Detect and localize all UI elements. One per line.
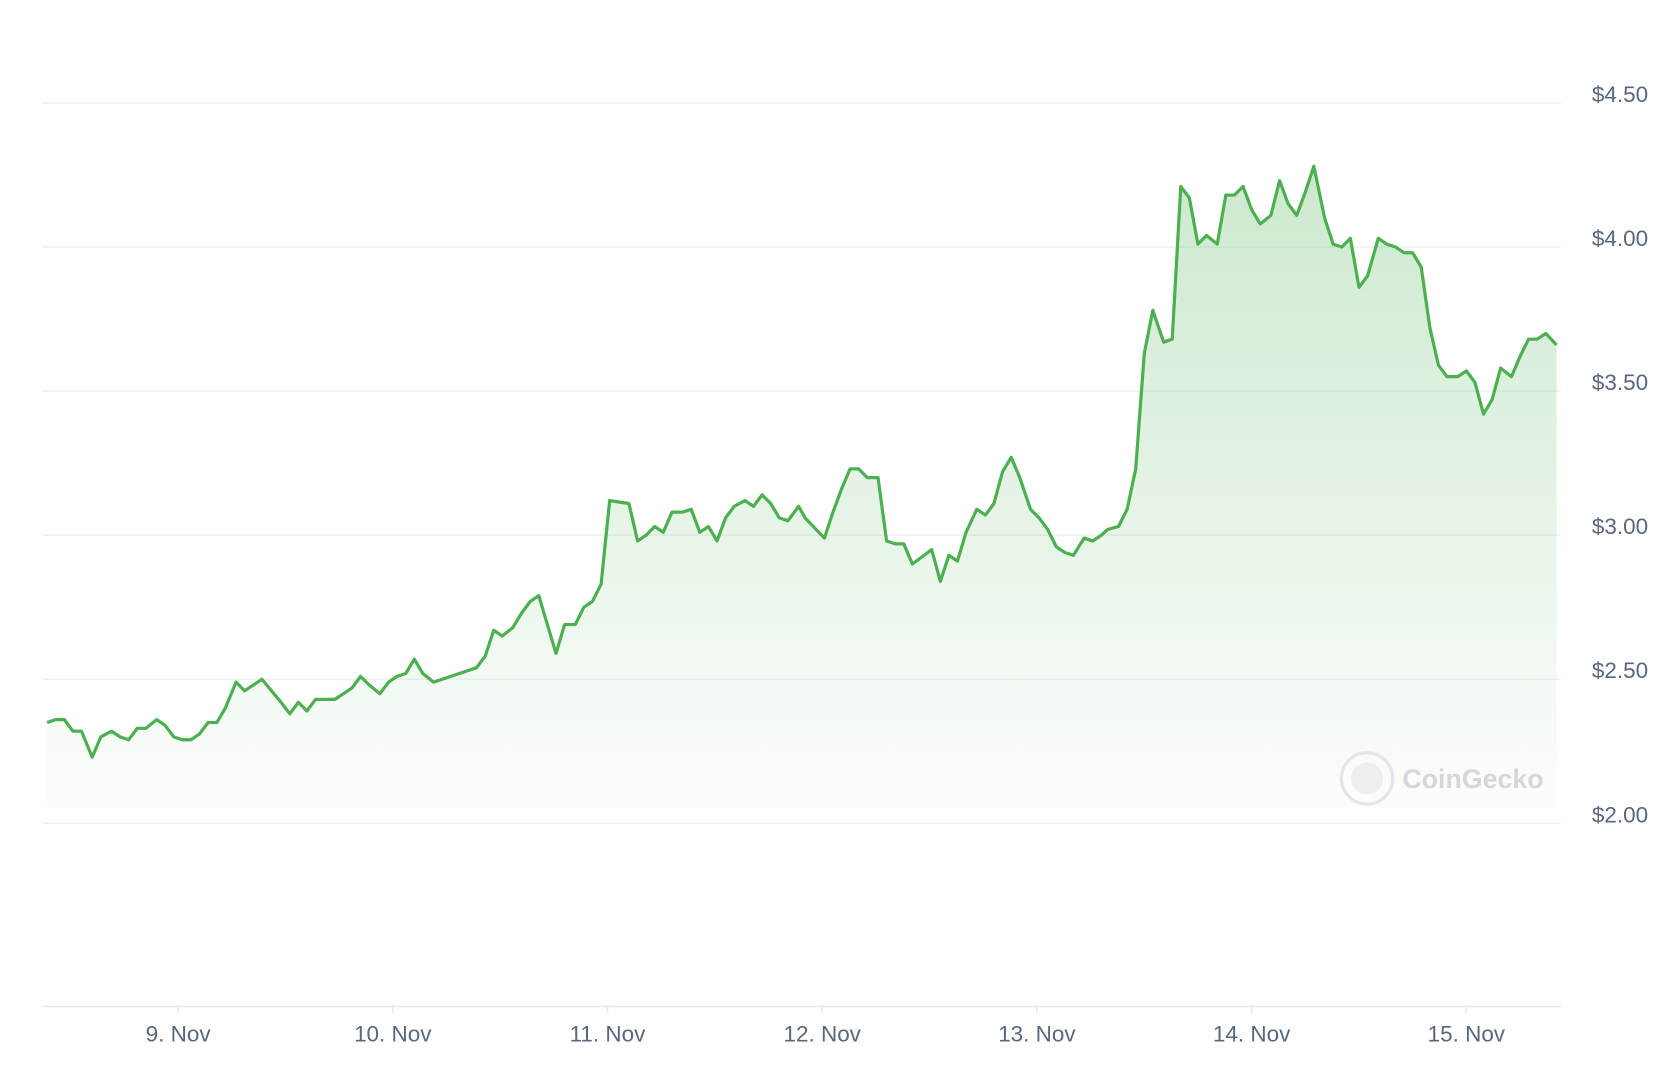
x-tick-label: 15. Nov [1428, 1022, 1506, 1047]
x-tick-label: 14. Nov [1213, 1022, 1291, 1047]
x-tick-label: 9. Nov [146, 1022, 212, 1047]
price-line [46, 164, 1558, 759]
watermark-text: CoinGecko [1402, 764, 1543, 794]
y-tick-label: $2.50 [1592, 658, 1648, 683]
y-tick-label: $2.00 [1592, 802, 1648, 827]
y-tick-label: $3.00 [1592, 514, 1648, 539]
x-tick-label: 10. Nov [354, 1022, 432, 1047]
y-tick-label: $4.50 [1592, 82, 1648, 107]
y-tick-label: $3.50 [1592, 370, 1648, 395]
area [47, 166, 1557, 809]
y-tick-label: $4.00 [1592, 226, 1648, 251]
x-tick-label: 12. Nov [783, 1022, 861, 1047]
watermark: CoinGecko [1339, 751, 1544, 806]
x-tick-label: 13. Nov [998, 1022, 1076, 1047]
x-tick-label: 11. Nov [570, 1022, 647, 1047]
